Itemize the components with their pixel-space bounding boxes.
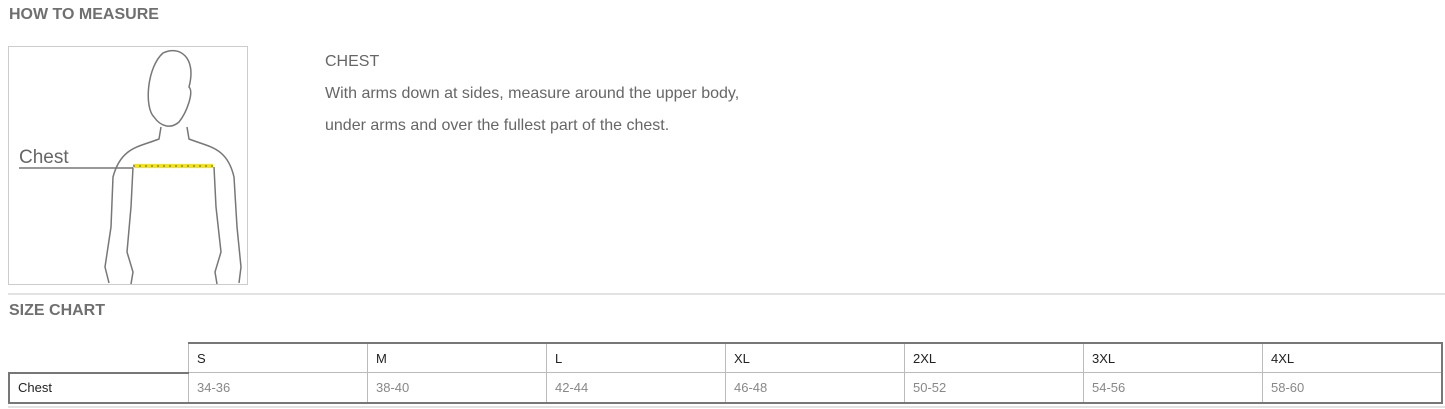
table-row: Chest 34-36 38-40 42-44 46-48 50-52 54-5… (8, 372, 1443, 404)
size-header: XL (725, 342, 905, 373)
row-label: Chest (8, 372, 189, 404)
size-header: 3XL (1083, 342, 1263, 373)
size-header: S (188, 342, 368, 373)
table-cell: 38-40 (367, 372, 547, 404)
how-to-measure-heading: HOW TO MEASURE (9, 6, 159, 23)
measure-line: With arms down at sides, measure around … (325, 85, 740, 102)
table-cell: 46-48 (725, 372, 905, 404)
size-header: M (367, 342, 547, 373)
measure-description: CHEST With arms down at sides, measure a… (325, 52, 739, 148)
measure-line: under arms and over the fullest part of … (325, 117, 670, 134)
divider (8, 293, 1445, 295)
table-cell: 50-52 (904, 372, 1084, 404)
table-cell: 58-60 (1262, 372, 1443, 404)
table-cell: 54-56 (1083, 372, 1263, 404)
size-chart-table: S M L XL 2XL 3XL 4XL Chest 34-36 38-40 4… (8, 342, 1443, 404)
figure-chest-label: Chest (19, 147, 69, 168)
size-header: L (546, 342, 726, 373)
size-chart-heading: SIZE CHART (9, 302, 105, 319)
table-cell: 34-36 (188, 372, 368, 404)
size-header: 2XL (904, 342, 1084, 373)
head-icon (147, 49, 192, 127)
divider (8, 406, 1445, 408)
table-header-row: S M L XL 2XL 3XL 4XL (9, 342, 1443, 374)
header-blank-cell (9, 343, 189, 374)
table-cell: 42-44 (546, 372, 726, 404)
measure-title: CHEST (325, 53, 380, 70)
size-header: 4XL (1262, 342, 1443, 373)
body-measure-figure: Chest (8, 46, 248, 285)
